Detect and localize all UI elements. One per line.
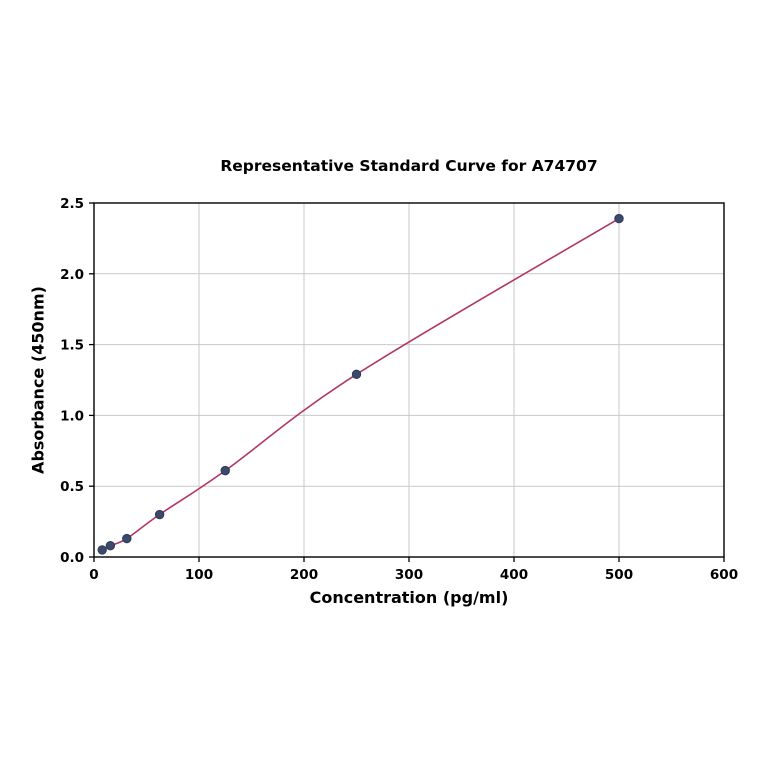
y-tick-label: 1.5 bbox=[60, 338, 84, 354]
data-point bbox=[122, 533, 132, 544]
x-axis-label: Concentration (pg/ml) bbox=[309, 588, 509, 607]
data-point bbox=[97, 545, 107, 555]
data-point bbox=[351, 369, 362, 380]
x-tick-label: 400 bbox=[500, 567, 528, 583]
y-tick-label: 2.0 bbox=[60, 267, 84, 283]
data-point bbox=[105, 540, 116, 551]
standard-curve-line bbox=[101, 217, 620, 551]
x-tick-label: 0 bbox=[89, 567, 98, 583]
x-tick-label: 500 bbox=[605, 567, 633, 583]
data-point bbox=[154, 509, 165, 520]
x-tick-label: 200 bbox=[290, 567, 318, 583]
x-tick-label: 300 bbox=[395, 567, 423, 583]
y-tick-label: 1.0 bbox=[60, 408, 84, 424]
x-tick-label: 100 bbox=[185, 567, 213, 583]
y-tick-label: 0.0 bbox=[60, 550, 84, 566]
y-tick-label: 0.5 bbox=[60, 479, 84, 495]
x-tick-label: 600 bbox=[710, 567, 738, 583]
data-point bbox=[614, 213, 624, 224]
chart-title: Representative Standard Curve for A74707 bbox=[220, 157, 598, 175]
data-point bbox=[220, 465, 230, 476]
y-tick-label: 2.5 bbox=[60, 196, 84, 212]
